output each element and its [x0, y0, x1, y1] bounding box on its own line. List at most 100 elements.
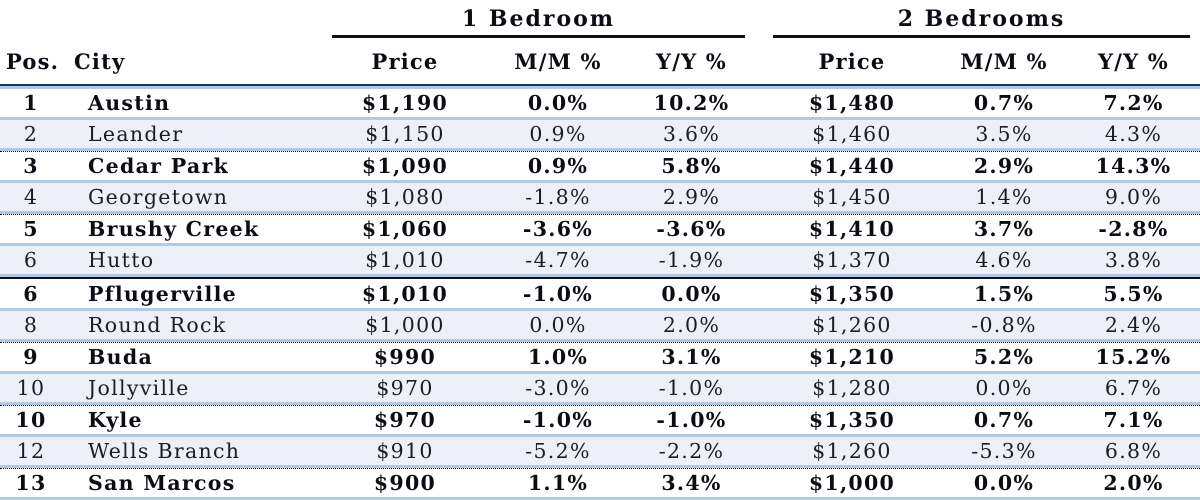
table-row: 6 Pflugerville $1,010 -1.0% 0.0% $1,350 …	[0, 277, 1200, 307]
yy-1br-cell: -2.2%	[658, 438, 725, 463]
yy-2br-cell: 4.3%	[1104, 122, 1163, 147]
yy-1br-cell: 0.0%	[661, 281, 722, 306]
pos-cell: 6	[23, 248, 39, 273]
table-row: 3 Cedar Park $1,090 0.9% 5.8% $1,440 2.9…	[0, 151, 1200, 180]
pos-cell: 10	[16, 375, 46, 400]
city-cell: Round Rock	[88, 312, 227, 337]
yy-1br-cell: -3.6%	[656, 217, 727, 242]
yy-2br-cell: 5.5%	[1103, 281, 1164, 306]
table-row: 12 Wells Branch $910 -5.2% -2.2% $1,260 …	[0, 433, 1200, 468]
mm-2br-cell: 1.5%	[973, 281, 1035, 306]
city-cell: Kyle	[88, 407, 143, 432]
yy-1br-cell: 3.4%	[661, 470, 722, 495]
city-cell: Pflugerville	[88, 281, 238, 306]
column-header-price-2br: Price	[818, 48, 886, 74]
yy-1br-cell: 5.8%	[661, 154, 722, 179]
city-cell: Leander	[88, 122, 184, 147]
yy-1br-cell: 3.6%	[662, 122, 721, 147]
yy-2br-cell: 2.0%	[1103, 470, 1164, 495]
pos-cell: 10	[15, 407, 47, 432]
pos-cell: 8	[23, 312, 39, 337]
group-header-1-bedroom: 1 Bedroom	[332, 6, 745, 38]
city-cell: Brushy Creek	[88, 217, 260, 242]
mm-2br-cell: -0.8%	[971, 312, 1037, 337]
price-1br-cell: $1,080	[365, 185, 445, 210]
mm-2br-cell: 3.5%	[975, 122, 1033, 147]
price-1br-cell: $1,090	[361, 154, 449, 179]
city-cell: Cedar Park	[88, 154, 230, 179]
city-cell: Jollyville	[88, 375, 190, 400]
yy-2br-cell: 6.7%	[1104, 375, 1163, 400]
price-2br-cell: $1,370	[812, 248, 892, 273]
yy-1br-cell: -1.0%	[658, 375, 725, 400]
city-cell: Austin	[88, 91, 171, 116]
pos-cell: 2	[23, 122, 39, 147]
pos-cell: 13	[15, 470, 47, 495]
group-header-2-bedrooms: 2 Bedrooms	[773, 6, 1190, 38]
price-1br-cell: $910	[376, 438, 434, 463]
price-2br-cell: $1,260	[812, 312, 892, 337]
group-header-row: 1 Bedroom 2 Bedrooms	[0, 0, 1200, 38]
yy-2br-cell: 3.8%	[1104, 248, 1163, 273]
price-1br-cell: $1,150	[365, 122, 445, 147]
table-row: 1 Austin $1,190 0.0% 10.2% $1,480 0.7% 7…	[0, 89, 1200, 117]
price-1br-cell: $970	[373, 407, 437, 432]
table-row: 2 Leander $1,150 0.9% 3.6% $1,460 3.5% 4…	[0, 117, 1200, 152]
price-2br-cell: $1,000	[808, 470, 896, 495]
pos-cell: 4	[23, 185, 39, 210]
mm-1br-cell: 0.9%	[529, 122, 587, 147]
mm-2br-cell: 5.2%	[973, 344, 1035, 369]
price-1br-cell: $900	[373, 470, 437, 495]
mm-1br-cell: -3.6%	[522, 217, 594, 242]
yy-2br-cell: 15.2%	[1095, 344, 1172, 369]
price-2br-cell: $1,280	[812, 375, 892, 400]
yy-2br-cell: -2.8%	[1098, 217, 1169, 242]
price-2br-cell: $1,260	[812, 438, 892, 463]
column-header-price-1br: Price	[371, 48, 439, 74]
yy-2br-cell: 2.4%	[1104, 312, 1163, 337]
city-cell: Hutto	[88, 248, 155, 273]
price-1br-cell: $990	[373, 344, 437, 369]
table-row: 5 Brushy Creek $1,060 -3.6% -3.6% $1,410…	[0, 214, 1200, 243]
mm-2br-cell: 1.4%	[975, 185, 1033, 210]
mm-1br-cell: -4.7%	[525, 248, 591, 273]
price-1br-cell: $1,000	[365, 312, 445, 337]
table-row: 10 Jollyville $970 -3.0% -1.0% $1,280 0.…	[0, 370, 1200, 405]
yy-1br-cell: 2.9%	[662, 185, 721, 210]
yy-1br-cell: 10.2%	[653, 91, 730, 116]
yy-2br-cell: 6.8%	[1104, 438, 1163, 463]
pos-cell: 1	[23, 91, 39, 116]
mm-1br-cell: -1.0%	[522, 281, 594, 306]
pos-cell: 9	[23, 344, 39, 369]
price-1br-cell: $970	[376, 375, 434, 400]
mm-2br-cell: 0.7%	[973, 407, 1035, 432]
price-2br-cell: $1,350	[808, 407, 896, 432]
yy-1br-cell: -1.9%	[658, 248, 725, 273]
table-row: 13 San Marcos $900 1.1% 3.4% $1,000 0.0%…	[0, 467, 1200, 497]
yy-2br-cell: 14.3%	[1095, 154, 1172, 179]
price-2br-cell: $1,480	[808, 91, 896, 116]
mm-1br-cell: 1.0%	[527, 344, 589, 369]
price-1br-cell: $1,060	[361, 217, 449, 242]
mm-1br-cell: -5.2%	[525, 438, 591, 463]
mm-2br-cell: 0.7%	[973, 91, 1035, 116]
yy-1br-cell: -1.0%	[656, 407, 727, 432]
column-header-row: Pos. City Price M/M % Y/Y % Price M/M % …	[0, 38, 1200, 86]
table-row: 6 Hutto $1,010 -4.7% -1.9% $1,370 4.6% 3…	[0, 243, 1200, 278]
table-row: 4 Georgetown $1,080 -1.8% 2.9% $1,450 1.…	[0, 180, 1200, 215]
column-header-yy-1br: Y/Y %	[656, 48, 727, 74]
city-cell: San Marcos	[88, 470, 236, 495]
pos-cell: 5	[23, 217, 39, 242]
column-header-city: City	[74, 48, 126, 74]
column-header-mm-1br: M/M %	[514, 48, 602, 74]
pos-cell: 3	[23, 154, 39, 179]
city-cell: Buda	[88, 344, 154, 369]
mm-1br-cell: 0.9%	[527, 154, 589, 179]
table-row: 8 Round Rock $1,000 0.0% 2.0% $1,260 -0.…	[0, 307, 1200, 342]
mm-2br-cell: 2.9%	[973, 154, 1035, 179]
city-cell: Wells Branch	[88, 438, 241, 463]
column-header-pos: Pos.	[6, 48, 60, 74]
yy-2br-cell: 7.1%	[1103, 407, 1164, 432]
price-2br-cell: $1,410	[808, 217, 896, 242]
yy-1br-cell: 2.0%	[662, 312, 721, 337]
